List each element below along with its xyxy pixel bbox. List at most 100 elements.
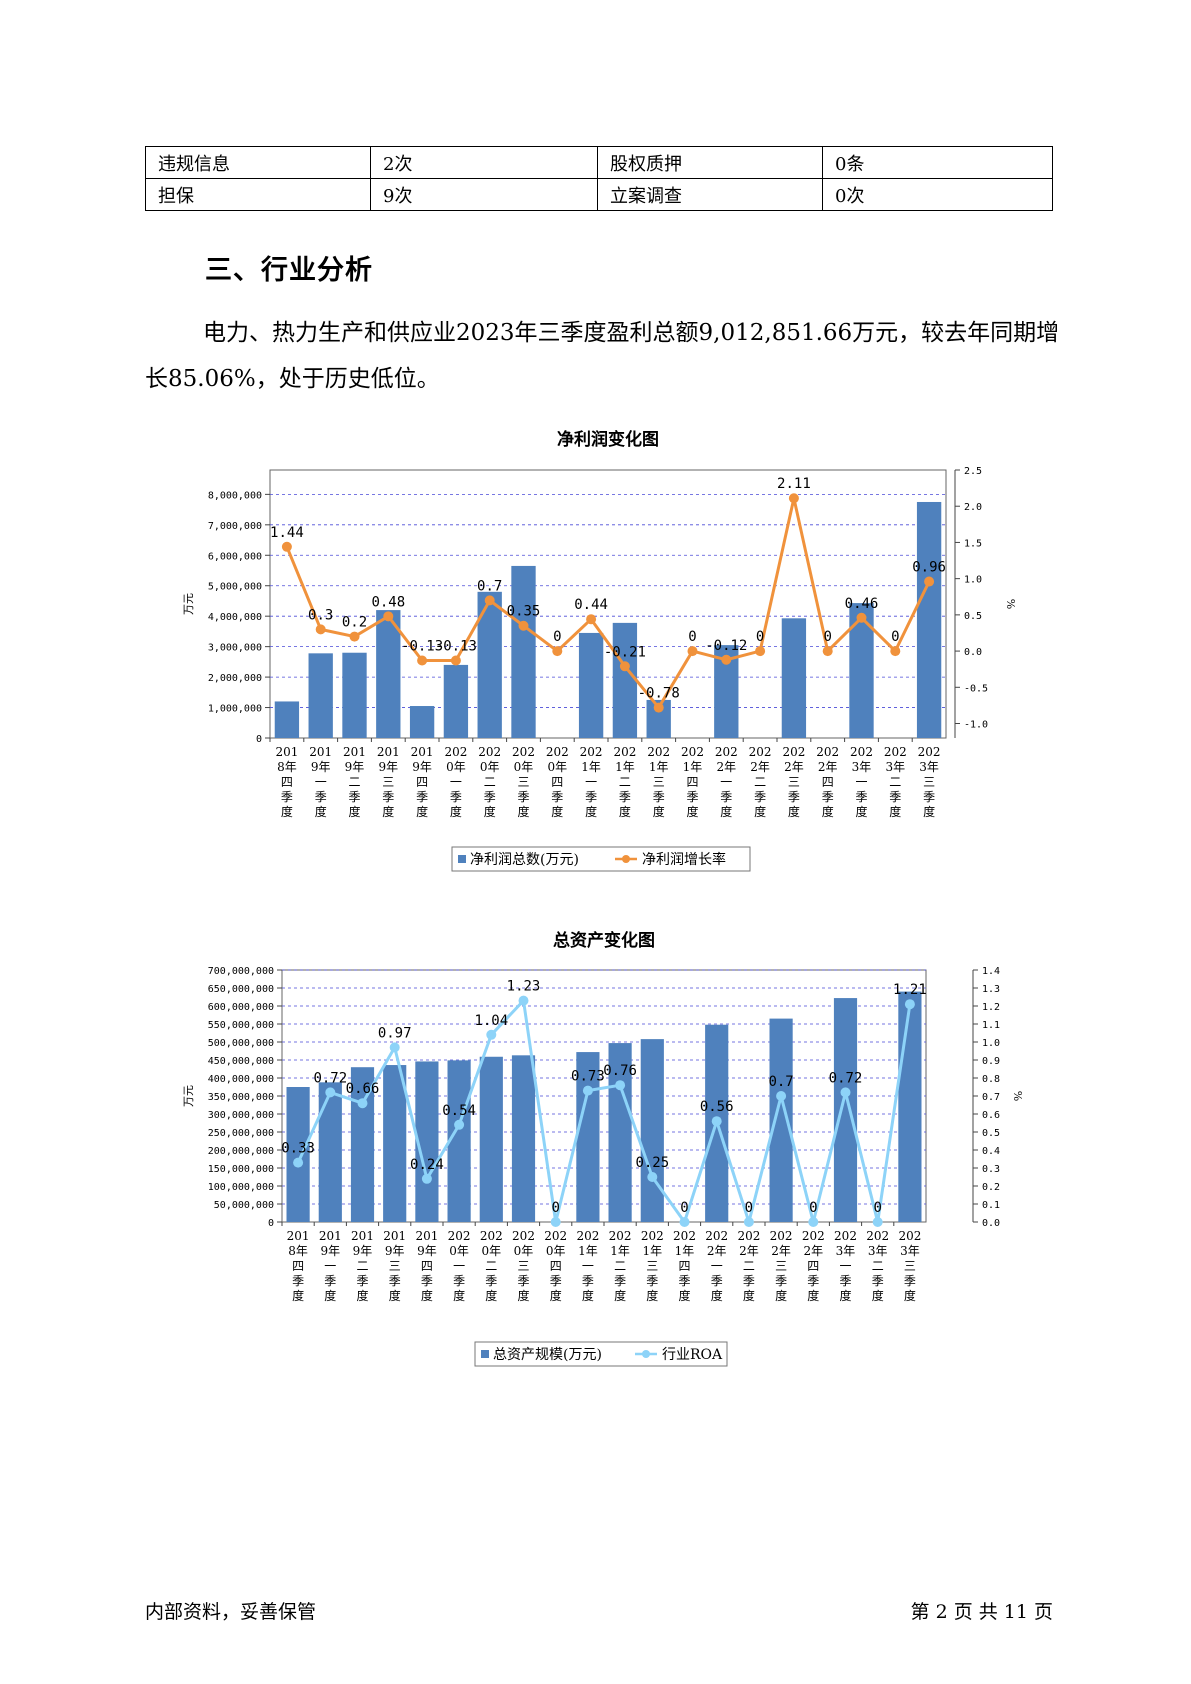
data-label: 0 <box>688 629 696 645</box>
x-tick-text: 2年 <box>803 1244 823 1258</box>
x-tick-text: 三 <box>389 1259 401 1273</box>
y-tick-label: 300,000,000 <box>208 1110 274 1121</box>
x-tick-text: 202 <box>737 1229 760 1243</box>
line-point <box>721 654 732 665</box>
x-tick-text: 度 <box>550 1288 562 1303</box>
data-label: 0.96 <box>912 560 946 576</box>
bar <box>308 653 333 738</box>
x-tick-text: 一 <box>453 1259 465 1273</box>
data-label: -0.21 <box>604 644 646 660</box>
bar <box>640 1039 664 1222</box>
x-tick-text: 1年 <box>642 1244 662 1258</box>
x-tick-text: 季 <box>923 790 935 804</box>
x-tick-text: 三 <box>646 1259 658 1273</box>
x-tick-text: 三 <box>382 775 394 789</box>
line-point <box>856 612 867 623</box>
line-point <box>281 541 292 552</box>
total-assets-chart: 总资产变化图 0 50,000,000 100,000,000 150,000,000 2… <box>182 930 1024 1367</box>
x-tick-text: 二 <box>743 1259 755 1273</box>
y2-tick-label: 0.4 <box>982 1146 1000 1157</box>
legend-label: 净利润总数(万元) <box>470 852 579 868</box>
data-label: -0.78 <box>638 686 680 702</box>
bar <box>916 501 942 738</box>
x-tick-text: 8年 <box>277 760 297 774</box>
data-label: 0 <box>553 629 561 645</box>
x-tick-text: 度 <box>839 1288 851 1303</box>
x-tick-text: 202 <box>898 1229 921 1243</box>
x-tick-text: 一 <box>582 1259 594 1273</box>
y-tick-label: 350,000,000 <box>208 1092 274 1103</box>
x-tick-text: 1年 <box>683 760 703 774</box>
info-table: 违规信息 2次 股权质押 0条 担保 9次 立案调查 0次 <box>145 146 1053 211</box>
data-label: 0.72 <box>313 1070 347 1086</box>
data-label: 0.44 <box>574 597 608 613</box>
x-tick-text: 201 <box>383 1229 406 1243</box>
x-tick-text: 202 <box>444 745 467 759</box>
x-tick-text: 3年 <box>900 1244 920 1258</box>
x-tick-text: 1年 <box>581 760 601 774</box>
x-tick-text: 季 <box>416 790 428 804</box>
page-number: 第 2 页 共 11 页 <box>910 1601 1053 1623</box>
table-cell: 2次 <box>370 146 598 179</box>
y-tick-label: 4,000,000 <box>208 612 262 623</box>
x-tick-text: 202 <box>715 745 738 759</box>
table-cell: 违规信息 <box>145 146 371 179</box>
data-label: 0.3 <box>308 607 333 623</box>
x-tick-text: 201 <box>377 745 400 759</box>
x-tick-text: 季 <box>484 790 496 804</box>
line-point <box>518 620 529 631</box>
x-tick-text: 1年 <box>578 1244 598 1258</box>
x-tick-text: 四 <box>421 1259 433 1273</box>
y-tick-label: 200,000,000 <box>208 1146 274 1157</box>
data-label: 0.97 <box>378 1025 412 1041</box>
data-label: 0 <box>809 1200 817 1216</box>
y-tick-label: 400,000,000 <box>208 1074 274 1085</box>
data-label: 0 <box>891 629 899 645</box>
bar <box>350 1067 375 1222</box>
x-tick-text: 202 <box>478 745 501 759</box>
x-tick-text: 度 <box>356 1288 368 1303</box>
y2-tick-label: 2.5 <box>964 466 982 477</box>
x-tick-text: 季 <box>754 790 766 804</box>
x-tick-text: 度 <box>720 804 732 819</box>
x-tick-text: 四 <box>551 775 563 789</box>
x-tick-text: 三 <box>904 1259 916 1273</box>
data-label: 1.23 <box>507 979 541 995</box>
y2-tick-label: 0.0 <box>982 1218 1000 1229</box>
data-label: 1.21 <box>893 982 927 998</box>
x-tick-text: 202 <box>609 1229 632 1243</box>
x-tick-text: 度 <box>619 804 631 819</box>
x-tick-text: 三 <box>517 1259 529 1273</box>
section-title: 三、行业分析 <box>205 255 373 286</box>
x-tick-text: 季 <box>585 790 597 804</box>
legend: 净利润总数(万元) 净利润增长率 <box>451 846 751 872</box>
x-tick-text: 一 <box>585 775 597 789</box>
x-tick-text: 0年 <box>446 760 466 774</box>
x-tick-text: 季 <box>686 790 698 804</box>
legend-bar-swatch <box>458 855 466 863</box>
x-tick-text: 0年 <box>546 1244 566 1258</box>
x-tick-text: 季 <box>807 1274 819 1288</box>
x-tick-text: 三 <box>788 775 800 789</box>
x-tick-text: 202 <box>641 1229 664 1243</box>
x-tick-text: 度 <box>315 804 327 819</box>
x-tick-text: 度 <box>450 804 462 819</box>
x-tick-text: 一 <box>855 775 867 789</box>
x-tick-text: 9年 <box>311 760 331 774</box>
data-label: 0.54 <box>442 1103 476 1119</box>
x-tick-text: 季 <box>788 790 800 804</box>
